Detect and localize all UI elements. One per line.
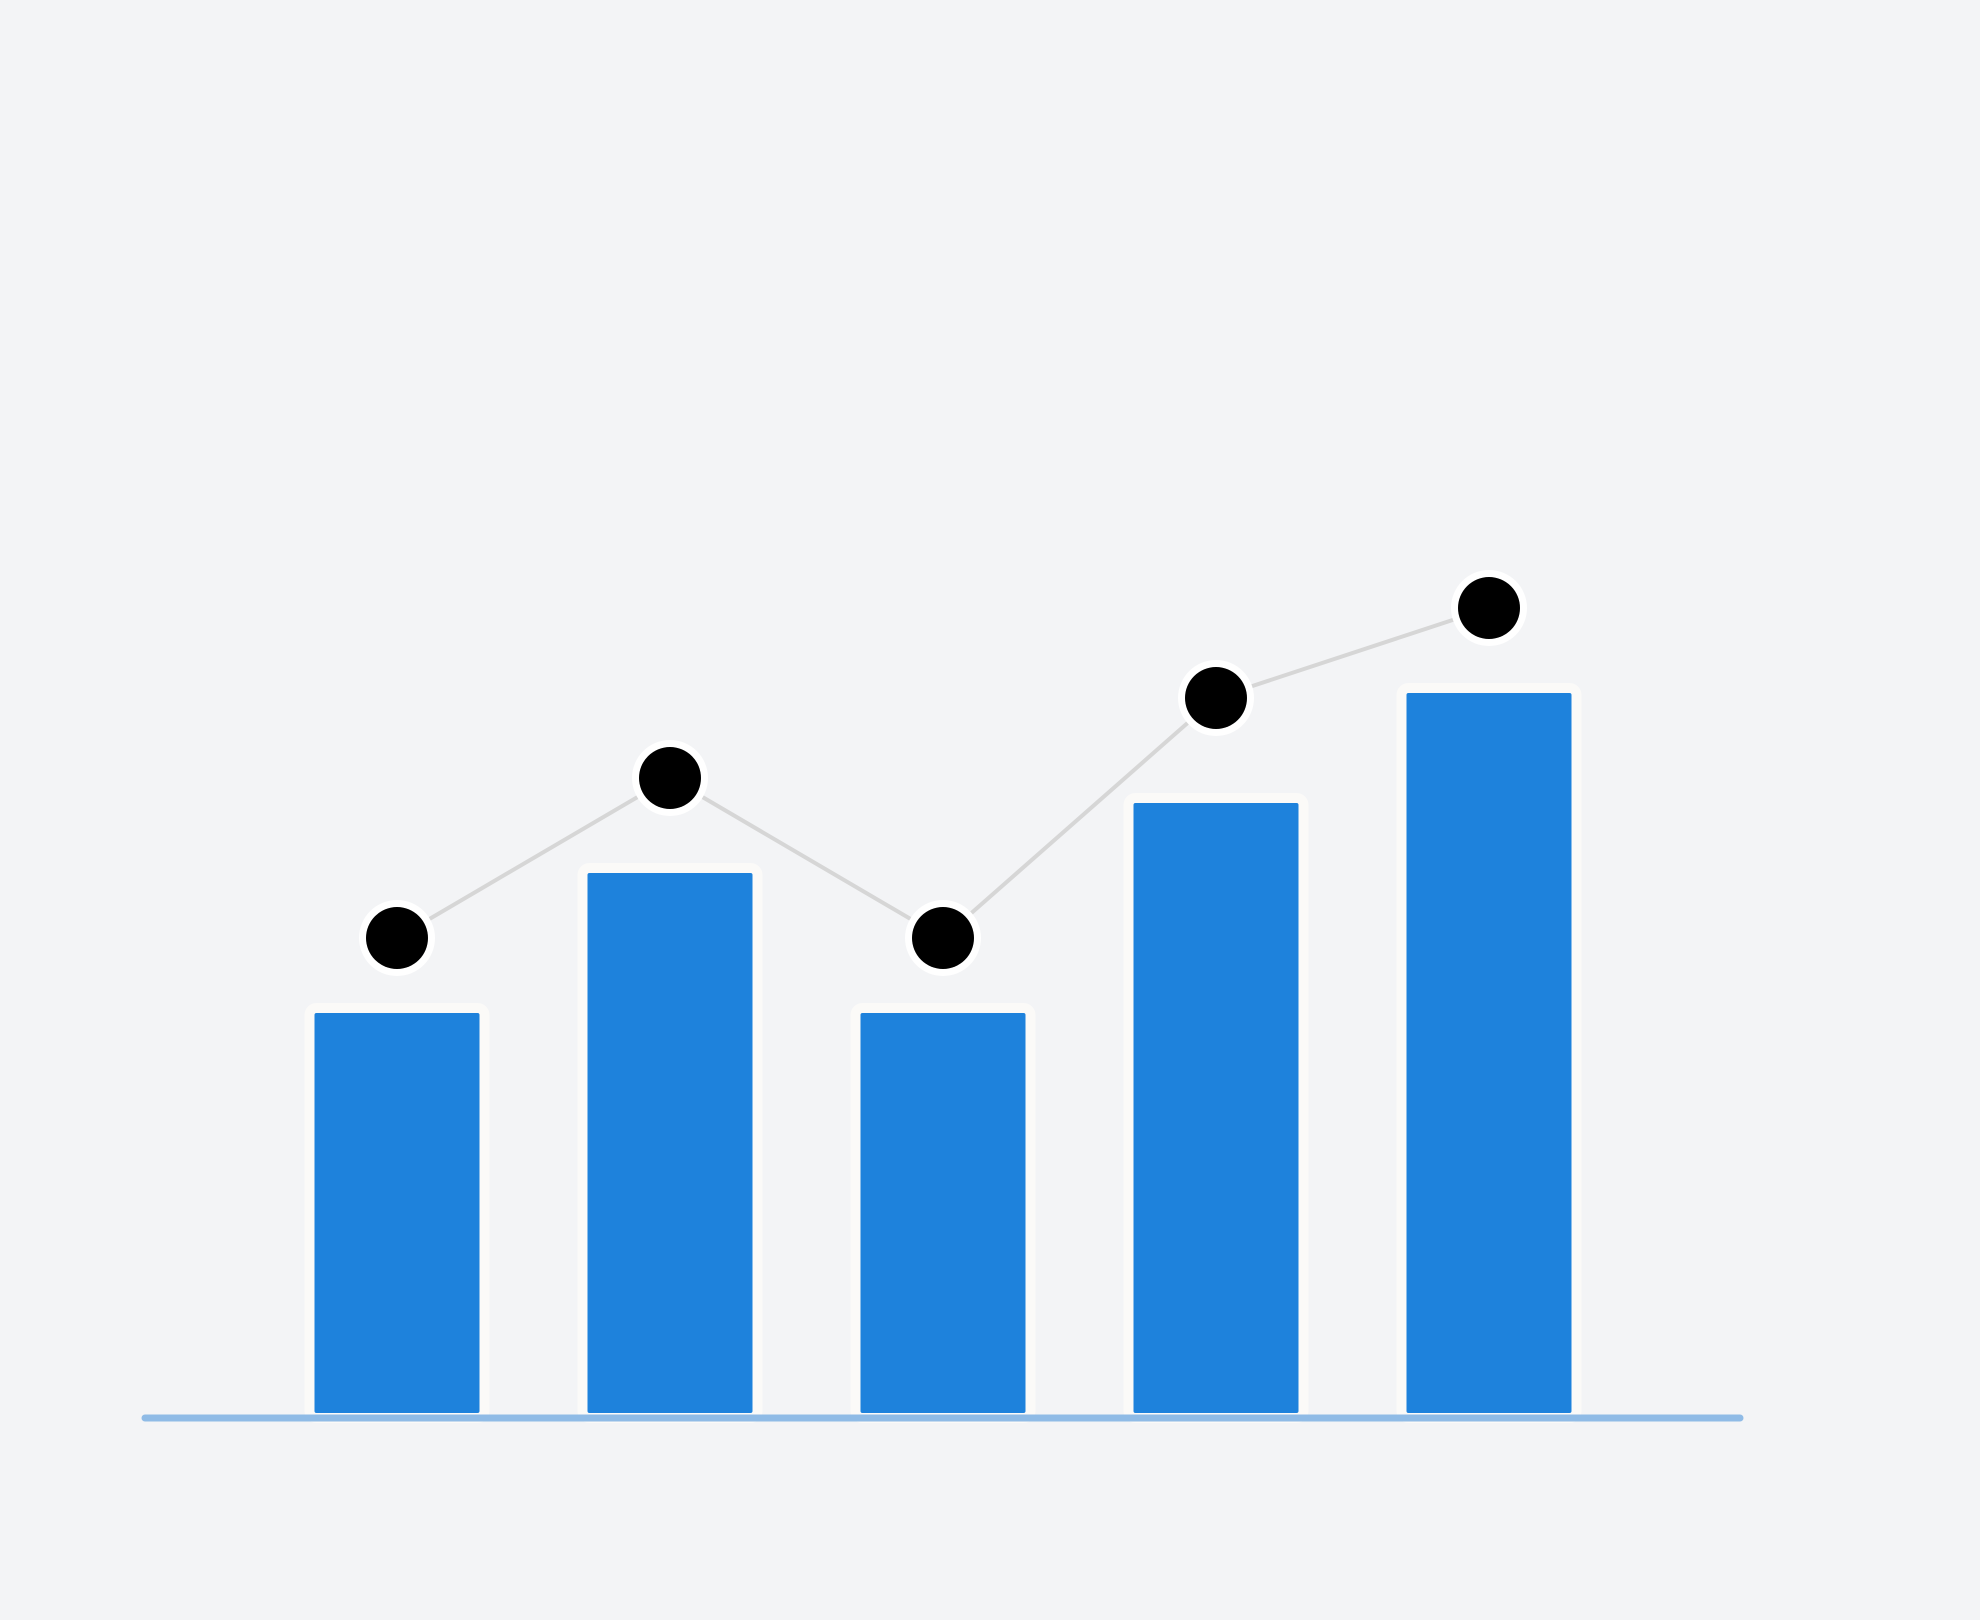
point-3 (912, 907, 974, 969)
bars-layer (304, 683, 1582, 1423)
bar-2 (577, 863, 763, 1423)
point-5 (1458, 577, 1520, 639)
point-2 (639, 747, 701, 809)
line-layer (395, 606, 1490, 940)
bar-5 (1396, 683, 1582, 1423)
bar-4 (1123, 793, 1309, 1423)
point-4 (1185, 667, 1247, 729)
trend-line (395, 606, 1490, 940)
bar-3 (850, 1003, 1036, 1423)
point-1 (366, 907, 428, 969)
bar-1 (304, 1003, 490, 1423)
points-layer (359, 570, 1527, 976)
